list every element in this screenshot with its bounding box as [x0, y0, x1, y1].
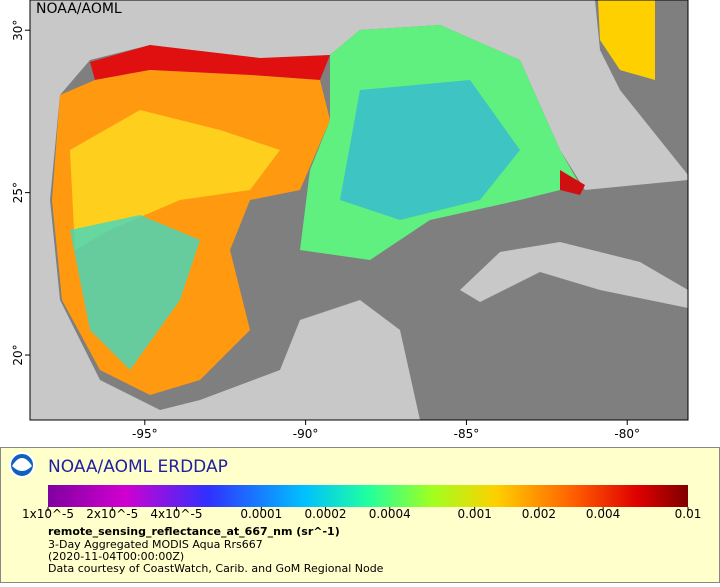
x-tick-label: -90° — [293, 427, 319, 441]
noaa-logo-bird — [12, 458, 32, 471]
y-tick-label: 30° — [11, 20, 25, 41]
legend: NOAA/AOML ERDDAP remote_sensing_reflecta… — [0, 447, 720, 583]
map-frame — [29, 0, 689, 421]
info-line: 3-Day Aggregated MODIS Aqua Rrs667 — [48, 538, 263, 551]
info-line: Data courtesy of CoastWatch, Carib. and … — [48, 562, 384, 575]
water-color-red — [90, 45, 330, 80]
cuba — [460, 242, 688, 308]
colorbar-tick-label: 0.002 — [522, 507, 556, 521]
water-color-yellow — [598, 0, 655, 80]
colorbar-tick-label: 0.0001 — [240, 507, 282, 521]
colorbar-tick-label: 0.01 — [675, 507, 702, 521]
legend-header: NOAA/AOML ERDDAP — [48, 457, 228, 477]
colorbar — [48, 485, 688, 507]
x-tick-label: -85° — [454, 427, 480, 441]
water-color-blue — [340, 80, 520, 220]
water-color-yellow — [70, 110, 280, 250]
colorbar-tick-label: 4x10^-5 — [150, 507, 202, 521]
water-color-red — [560, 170, 585, 195]
colorbar-tick-label: 0.0004 — [369, 507, 411, 521]
colorbar-tick-label: 2x10^-5 — [86, 507, 138, 521]
colorbar-tick-label: 0.001 — [457, 507, 491, 521]
y-tick-label: 20° — [11, 344, 25, 365]
water-color-cyan — [70, 215, 200, 370]
colorbar-tick-label: 0.004 — [586, 507, 620, 521]
colorbar-tick-label: 1x10^-5 — [22, 507, 74, 521]
y-tick-label: 25° — [11, 182, 25, 203]
info-line: (2020-11-04T00:00:00Z) — [48, 550, 184, 563]
variable-name: remote_sensing_reflectance_at_667_nm (sr… — [48, 525, 340, 538]
colorbar-tick-label: 0.0002 — [305, 507, 347, 521]
x-tick-label: -80° — [614, 427, 640, 441]
legend-panel — [0, 447, 720, 583]
x-tick-label: -95° — [132, 427, 158, 441]
watermark: NOAA/AOML — [36, 1, 122, 17]
map: NOAA/AOML — [29, 0, 689, 421]
